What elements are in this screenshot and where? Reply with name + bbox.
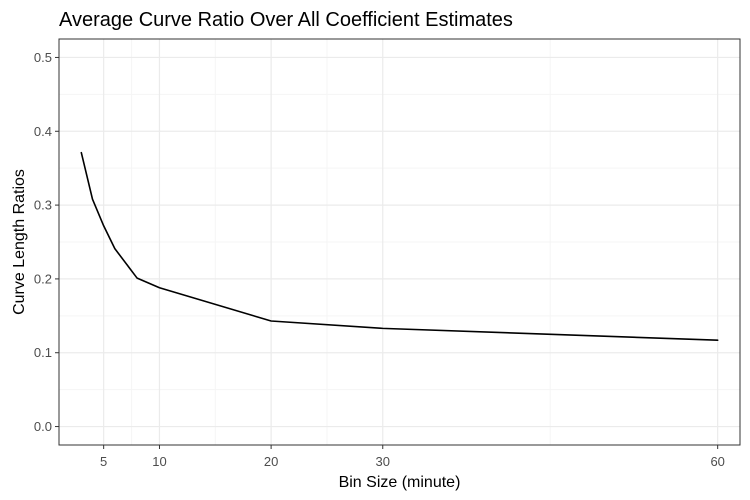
chart-title: Average Curve Ratio Over All Coefficient… bbox=[59, 9, 513, 31]
y-tick-label: 0.5 bbox=[34, 50, 52, 65]
y-tick-label: 0.0 bbox=[34, 419, 52, 434]
y-axis-ticks: 0.0 0.1 0.2 0.3 0.4 0.5 bbox=[34, 50, 59, 434]
grid-layer bbox=[59, 39, 740, 445]
panel-border bbox=[58, 38, 741, 446]
x-tick-label: 30 bbox=[376, 454, 390, 469]
y-tick-label: 0.3 bbox=[34, 198, 52, 213]
x-tick-label: 5 bbox=[100, 454, 107, 469]
y-tick-label: 0.1 bbox=[34, 345, 52, 360]
series-layer bbox=[80, 151, 719, 341]
y-tick-label: 0.4 bbox=[34, 124, 52, 139]
series-line bbox=[80, 151, 719, 341]
x-tick-label: 20 bbox=[264, 454, 278, 469]
x-axis-ticks: 5 10 20 30 60 bbox=[100, 445, 725, 469]
y-axis-title: Curve Length Ratios bbox=[11, 169, 28, 315]
x-tick-label: 60 bbox=[710, 454, 724, 469]
x-tick-label: 10 bbox=[152, 454, 166, 469]
y-tick-label: 0.2 bbox=[34, 271, 52, 286]
x-axis-title: Bin Size (minute) bbox=[339, 474, 461, 491]
